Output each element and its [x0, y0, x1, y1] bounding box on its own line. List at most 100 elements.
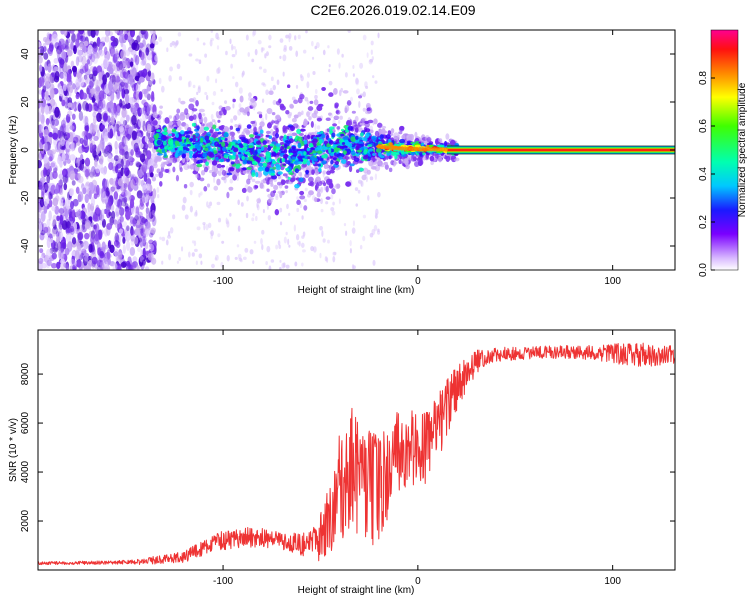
spectrogram-noise-cell — [46, 259, 52, 267]
spectrogram-noise-cell — [64, 90, 70, 97]
spectrogram-faint-cell — [169, 227, 174, 234]
spectrogram-faint-cell — [345, 230, 348, 236]
spectrogram-faint-cell — [159, 236, 162, 240]
spectrogram-faint-cell — [362, 34, 367, 41]
spectrogram-noise-cell — [48, 33, 53, 42]
spectrogram-noise-cell — [146, 84, 152, 92]
spectrogram-steady-band-layer — [447, 149, 675, 151]
spectrogram-band-cell — [178, 139, 183, 142]
spectrogram-faint-cell — [344, 72, 348, 78]
spectrogram-noise-cell — [73, 44, 77, 55]
spectrogram-faint-cell — [247, 52, 250, 57]
spectrogram-band-cell — [248, 134, 255, 138]
spectrogram-faint-cell — [320, 198, 323, 205]
spectrogram-faint-cell — [236, 244, 240, 248]
spectrogram-noise-cell — [81, 92, 88, 100]
spectrogram-noise-cell — [118, 158, 122, 164]
spectrogram-faint-cell — [215, 32, 219, 40]
spectrogram-halo-cell — [314, 176, 321, 183]
spectrogram-halo-cell — [221, 176, 226, 181]
spectrogram-noise-cell — [43, 167, 47, 178]
spectrogram-faint-cell — [372, 75, 375, 79]
spectrogram-halo-cell — [311, 131, 317, 136]
spectrogram-noise-cell — [141, 56, 147, 66]
spectrogram-noise-cell — [72, 136, 79, 144]
spectrogram-halo-cell — [189, 181, 194, 188]
spectrogram-noise-cell — [41, 97, 46, 108]
spectrogram-faint-cell — [328, 68, 331, 73]
spectrogram-band-cell — [285, 167, 289, 171]
spectrogram-band-cell — [214, 128, 220, 132]
spectrogram-band-cell — [229, 167, 235, 172]
spectrogram-noise-cell — [44, 105, 50, 115]
spectrogram-noise-cell — [151, 33, 156, 44]
spectrogram-faint-cell — [182, 196, 187, 204]
spectrogram-band-cell — [364, 133, 370, 139]
spectrogram-band-cell — [200, 137, 204, 143]
spectrogram-noise-cell — [48, 156, 53, 162]
spectrogram-noise-cell — [141, 259, 146, 266]
spectrogram-band-cell — [275, 143, 281, 148]
spectrogram-noise-cell — [83, 240, 89, 250]
spectrogram-noise-cell — [63, 183, 68, 191]
spectrogram-noise-cell — [129, 198, 135, 209]
spectrogram-noise-cell — [138, 130, 144, 138]
spectrogram-faint-cell — [254, 48, 258, 56]
spectrogram-band-cell — [344, 129, 350, 133]
spectrogram-noise-cell — [113, 155, 120, 162]
spectrogram-faint-cell — [355, 77, 359, 85]
spectrogram-halo-cell — [270, 183, 274, 187]
spectrogram-faint-cell — [368, 59, 373, 65]
spectrogram-faint-cell — [215, 254, 219, 261]
spectrogram-faint-cell — [255, 215, 258, 222]
spectrogram-faint-cell — [176, 260, 180, 264]
spectrogram-noise-cell — [102, 74, 107, 85]
spectrogram-band-cell — [263, 144, 268, 148]
spectrogram-halo-cell — [273, 125, 277, 130]
spectrogram-noise-cell — [84, 232, 90, 240]
spectrogram-noise-cell — [82, 187, 87, 195]
spectrogram-faint-cell — [265, 261, 268, 266]
spectrogram-noise-cell — [71, 180, 76, 186]
spectrogram-halo-cell — [208, 169, 213, 174]
spectrogram-noise-cell — [90, 87, 94, 98]
spectrogram-halo-cell — [416, 157, 423, 162]
spectrogram-noise-cell — [90, 140, 96, 149]
spectrogram-noise-cell — [124, 60, 129, 69]
spectrogram-noise-cell — [116, 62, 121, 72]
spectrogram-faint-cell — [188, 251, 191, 258]
spectrogram-faint-cell — [207, 222, 212, 229]
spectrogram-noise-cell — [118, 251, 123, 258]
spectrogram-band-cell — [357, 141, 364, 144]
spectrogram-noise-cell — [129, 76, 134, 83]
spectrogram-halo-cell — [348, 165, 353, 173]
spectrogram-noise-cell — [146, 150, 152, 160]
snr-y-label: SNR (10 * v/v) — [8, 418, 19, 482]
spectrogram-faint-cell — [302, 49, 307, 54]
spectrogram-taper-cell — [382, 144, 387, 150]
spectrogram-faint-cell — [285, 34, 290, 39]
spectrogram-band-cell — [223, 132, 229, 138]
spectrogram-noise-cell — [96, 65, 103, 74]
spectrogram-faint-cell — [242, 256, 247, 260]
spectrogram-noise-cell — [114, 232, 119, 243]
spectrogram-faint-cell — [341, 53, 344, 58]
spectrogram-x-tick-label: 0 — [415, 276, 421, 287]
spectrogram-noise-cell — [123, 183, 128, 190]
spectrogram-halo-cell — [208, 121, 214, 128]
spectrogram-halo-cell — [328, 182, 334, 189]
spectrogram-faint-cell — [154, 41, 159, 46]
spectrogram-band-cell — [251, 172, 256, 177]
spectrogram-noise-cell — [110, 115, 115, 126]
spectrogram-noise-cell — [83, 40, 89, 47]
spectrogram-noise-cell — [90, 30, 96, 38]
spectrogram-band-cell — [223, 154, 229, 159]
spectrogram-noise-cell — [115, 234, 120, 246]
spectrogram-faint-cell — [279, 38, 284, 43]
spectrogram-faint-cell — [304, 187, 308, 192]
spectrogram-band-cell — [318, 167, 322, 173]
spectrogram-noise-cell — [39, 248, 44, 254]
spectrogram-halo-cell — [362, 167, 369, 174]
spectrogram-halo-cell — [374, 130, 380, 137]
spectrogram-band-cell — [286, 140, 292, 144]
